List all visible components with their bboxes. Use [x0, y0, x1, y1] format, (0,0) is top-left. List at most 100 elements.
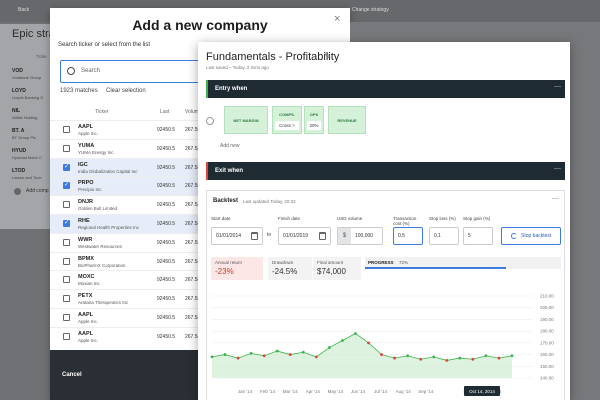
ticker: BPMX [78, 255, 94, 262]
checkbox[interactable] [63, 332, 70, 340]
column-header: Volum [185, 109, 199, 115]
add-company[interactable]: Add comp [26, 188, 49, 194]
field-value: 01/01/2014 [216, 233, 242, 239]
condition-block[interactable]: REVENUE [328, 106, 366, 134]
checkbox[interactable] [63, 126, 70, 133]
menu-dots[interactable]: — [554, 83, 561, 90]
stop-button[interactable]: Stop backtest [501, 227, 561, 245]
company-name: Moxian Inc [78, 281, 100, 287]
condition-block[interactable]: NET MARGIN [224, 106, 268, 134]
block-label: OPS [309, 112, 319, 117]
last-price: 92450.5 [157, 221, 176, 227]
volume: 267.58 [185, 333, 201, 340]
checkbox[interactable] [63, 314, 70, 321]
list-header: Ticke [36, 54, 47, 59]
menu-dots[interactable]: — [554, 165, 561, 172]
company-name: Apple Inc. [78, 131, 99, 136]
volume: 267.58 [185, 127, 201, 133]
add-icon [14, 188, 21, 195]
checkbox[interactable]: ✓ [63, 163, 70, 171]
backtest-card: Backtest Last updated Today, 20:32 — Start … [206, 190, 565, 400]
ticker: DNJR [78, 199, 93, 206]
stat: Final amount $74,000 [313, 257, 361, 280]
field-input[interactable]: $100,000 [337, 227, 383, 245]
company-name: Apple Inc. [78, 337, 99, 343]
progress-label: PROGRESS [368, 260, 394, 265]
last-price: 92450.5 [157, 127, 176, 133]
checkbox[interactable] [63, 295, 70, 303]
checkbox[interactable] [63, 144, 70, 152]
checkbox[interactable] [63, 201, 70, 209]
strategy-card: Epic stra Ticke VOD Vodafone Group LOYD Lloyd… [0, 24, 55, 229]
condition-block[interactable]: COMPS. Cross > [272, 106, 302, 134]
prefix: $ [338, 228, 351, 244]
button-label: Stop backtest [521, 233, 552, 239]
last-price: 92450.5 [157, 333, 176, 340]
company-name: Lloyds Banking G [12, 95, 44, 100]
stat-value: $74,000 [317, 267, 346, 276]
clear-selection[interactable]: Clear selection [106, 88, 146, 94]
back-link[interactable]: Back [18, 7, 30, 13]
change-strategy[interactable]: Change strategy [352, 7, 389, 13]
ticker: PETX [78, 293, 93, 300]
field-input[interactable]: 0.1 [429, 227, 459, 245]
checkbox[interactable]: ✓ [63, 182, 70, 190]
checkbox[interactable] [63, 257, 70, 265]
checkbox[interactable] [63, 276, 70, 284]
add-new[interactable]: Add new [220, 143, 240, 149]
last-price: 92450.5 [157, 315, 176, 321]
field-input[interactable]: 5 [463, 227, 493, 245]
last-price: 92450.5 [157, 277, 176, 284]
field-input[interactable]: 01/01/2014 [211, 227, 263, 245]
ticker: HYUD [12, 148, 27, 154]
progress-value: 72% [399, 260, 409, 265]
column-header: Ticker [95, 109, 109, 115]
close-button[interactable]: × [334, 13, 341, 25]
company-name: Apple Inc. [78, 319, 99, 324]
field-label: Stop gain (%) [463, 216, 491, 221]
entry-bar: Entry when — [206, 80, 565, 98]
edit-icon[interactable]: ✎ [324, 51, 332, 61]
calendar-icon [319, 232, 326, 240]
volume: 267.58 [185, 183, 201, 190]
cancel-button[interactable]: Cancel [62, 372, 82, 378]
block-value: 20% [307, 121, 321, 130]
last-price: 92450.5 [157, 239, 176, 246]
strategy-panel: Fundamentals - Profitability ✎ Last saved … [198, 42, 570, 400]
stat: Annual return -23% [211, 257, 263, 280]
volume: 267.58 [185, 145, 201, 152]
ticker: AAPL [78, 312, 93, 318]
ticker: MOXC [78, 274, 95, 281]
checkbox[interactable]: ✓ [63, 220, 70, 227]
company-name: Hyundai Motor C [12, 155, 43, 160]
calendar-icon [251, 232, 258, 240]
search-label: Search ticker or select from the list [58, 42, 151, 48]
match-count: 1923 matches [60, 88, 98, 94]
condition-block[interactable]: OPS 20% [304, 106, 324, 134]
field-input[interactable]: 01/01/2019 [278, 227, 331, 245]
field-input[interactable]: 0.5 [393, 227, 423, 245]
panel-title: Fundamentals - Profitability [206, 51, 340, 63]
company-name: Nilfisk Holding [12, 115, 38, 120]
ticker: BT. A [12, 128, 25, 134]
search-icon [67, 67, 75, 75]
spinner [511, 233, 517, 239]
company-name: YUMA Energy Inc [78, 149, 114, 155]
ticker: WWR [78, 236, 93, 243]
stat: Drawdown -24.5% [268, 257, 312, 280]
field-value: 0.5 [398, 233, 405, 239]
ticker: YUMA [78, 142, 95, 149]
to-label: to [267, 232, 272, 238]
ticker: AAPL [78, 124, 93, 130]
last-price: 92450.5 [157, 164, 176, 171]
field-label: Start date [211, 216, 231, 221]
ticker: RHE [78, 218, 90, 224]
menu-dots[interactable]: — [552, 195, 559, 202]
company-name: Golden Bull Limited [78, 206, 118, 212]
company-name: Aratana Therapeutics Inc [78, 300, 129, 306]
ticker: AAPL [78, 330, 93, 337]
ticker: LTOD [12, 168, 26, 174]
ticker: PRPO [78, 180, 94, 187]
checkbox[interactable] [63, 238, 70, 246]
